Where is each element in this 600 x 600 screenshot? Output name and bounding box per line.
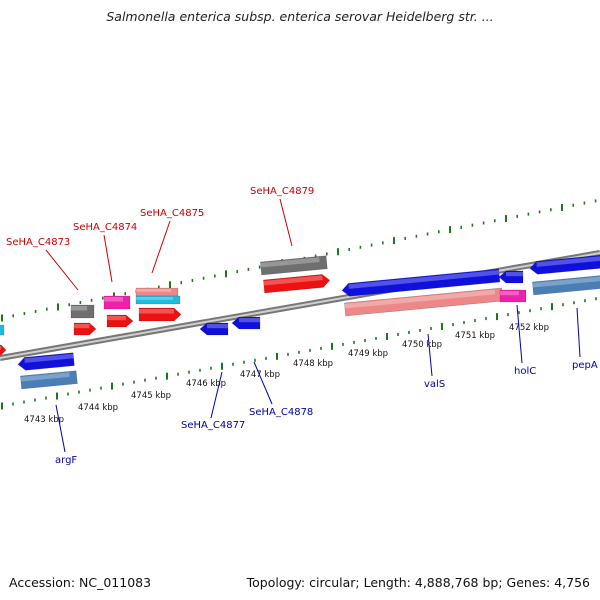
seha-c4874-label[interactable]: SeHA_C4874 <box>73 222 137 233</box>
map-title: Salmonella enterica subsp. enterica sero… <box>106 9 494 24</box>
seha-c4873-label[interactable]: SeHA_C4873 <box>6 237 70 248</box>
vals-leader-line <box>427 333 433 377</box>
scale-label: 4749 kbp <box>348 349 388 359</box>
gene-blue-argf-highlight <box>24 353 74 363</box>
argf-label[interactable]: argF <box>55 455 77 466</box>
gene-red-c4879[interactable] <box>263 274 331 294</box>
gene-magenta-c4874-highlight <box>104 297 123 302</box>
seha-c4874-leader-line <box>103 234 113 283</box>
gene-gray-c4873-highlight <box>71 306 88 311</box>
gene-cyan-c4875[interactable] <box>135 295 181 305</box>
gene-blue-vals[interactable] <box>341 268 501 297</box>
gene-gray-c4879[interactable] <box>260 255 328 276</box>
seha-c4877-leader-line <box>210 371 223 419</box>
holc-leader-line <box>516 304 523 364</box>
holc-label[interactable]: holC <box>514 366 536 377</box>
gene-blue-c4877-highlight <box>207 324 228 329</box>
gene-steel-pepa[interactable] <box>532 274 600 296</box>
scale-label: 4748 kbp <box>293 359 333 369</box>
vals-label[interactable]: valS <box>424 379 445 390</box>
pepa-label[interactable]: pepA <box>572 360 598 371</box>
gene-pink-c4875-highlight <box>136 289 171 292</box>
gene-steel-argf-highlight <box>20 372 70 382</box>
gene-gray-c4879-highlight <box>260 257 320 268</box>
gene-blue-c4877[interactable] <box>199 322 229 336</box>
gene-blue-holc-highlight <box>506 272 523 277</box>
gene-gray-c4873[interactable] <box>70 304 95 319</box>
gene-blue-argf[interactable] <box>17 352 75 371</box>
scale-label: 4751 kbp <box>455 331 495 341</box>
backbone-inner-line <box>0 252 600 359</box>
gene-magenta-holc[interactable] <box>499 289 527 303</box>
gene-cyan-edge[interactable] <box>0 324 5 336</box>
scale-label: 4745 kbp <box>131 391 171 401</box>
seha-c4878-leader-line <box>253 361 273 405</box>
gene-blue-holc[interactable] <box>498 270 524 284</box>
gene-magenta-c4874[interactable] <box>103 295 131 310</box>
gene-red-c4875-highlight <box>139 309 174 314</box>
accession-text: Accession: NC_011083 <box>9 575 152 590</box>
gene-red-c4874-highlight <box>107 316 126 321</box>
seha-c4875-leader-line <box>151 220 171 274</box>
seha-c4873-leader-line <box>45 249 79 291</box>
scale-label: 4750 kbp <box>402 340 442 350</box>
scale-label: 4744 kbp <box>78 403 118 413</box>
gene-blue-vals-highlight <box>348 269 500 289</box>
seha-c4877-label[interactable]: SeHA_C4877 <box>181 420 245 431</box>
gene-red-edge-highlight <box>0 346 2 350</box>
seha-c4875-label[interactable]: SeHA_C4875 <box>140 208 204 219</box>
gene-blue-pepa[interactable] <box>529 254 600 275</box>
genome-backbone <box>0 250 600 361</box>
scale-label: 4752 kbp <box>509 323 549 333</box>
gene-magenta-holc-highlight <box>500 291 519 296</box>
gene-steel-pepa-highlight <box>532 276 600 288</box>
gene-red-c4873[interactable] <box>73 322 97 336</box>
seha-c4879-leader-line <box>279 198 293 247</box>
gene-blue-pepa-highlight <box>536 255 600 267</box>
seha-c4879-label[interactable]: SeHA_C4879 <box>250 186 314 197</box>
pepa-leader-line <box>576 307 581 358</box>
gene-red-c4879-highlight <box>263 275 323 286</box>
gene-blue-c4878-highlight <box>239 318 260 323</box>
scale-label: 4743 kbp <box>24 415 64 425</box>
scale-label: 4746 kbp <box>186 379 226 389</box>
gene-red-c4874[interactable] <box>106 314 134 328</box>
gene-red-edge[interactable] <box>0 344 7 356</box>
gene-blue-c4878[interactable] <box>231 316 261 330</box>
gene-red-c4873-highlight <box>74 324 90 329</box>
inner-tick-ring <box>1 297 597 410</box>
gene-features[interactable] <box>0 254 600 390</box>
argf-leader-line <box>55 404 66 453</box>
gene-red-c4875[interactable] <box>138 307 182 322</box>
gene-steel-argf[interactable] <box>20 370 78 390</box>
genome-summary-text: Topology: circular; Length: 4,888,768 bp… <box>246 575 590 590</box>
seha-c4878-label[interactable]: SeHA_C4878 <box>249 407 313 418</box>
gene-pink-vals-highlight <box>344 289 496 309</box>
gene-cyan-c4875-highlight <box>136 297 173 300</box>
